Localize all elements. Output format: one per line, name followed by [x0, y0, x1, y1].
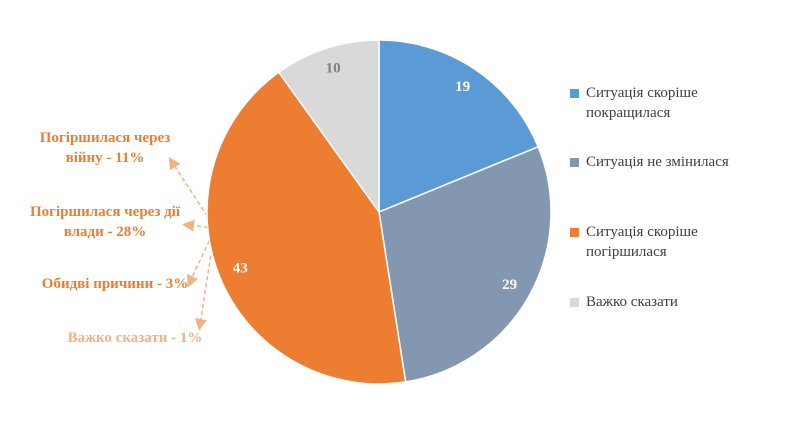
annotation: Погіршилася через війну - 11% — [39, 130, 171, 166]
data-label: 43 — [233, 260, 248, 276]
annotation: Обидві причини - 3% — [41, 276, 189, 292]
legend-swatch — [570, 228, 579, 237]
data-label: 19 — [455, 79, 470, 95]
data-label: 10 — [326, 61, 341, 77]
annotation: Погіршилася через дії влади - 28% — [29, 204, 181, 240]
pie-slice — [378, 39, 540, 214]
legend-label: Важко сказати — [586, 294, 678, 310]
legend-entry: Ситуація не змінилася — [570, 152, 776, 172]
pie-slice — [277, 39, 380, 215]
legend-label: Ситуація не змінилася — [586, 154, 729, 170]
legend-entry: Ситуація скоріше погіршилася — [570, 222, 776, 262]
data-label: 29 — [502, 277, 517, 293]
pie-slice — [378, 145, 552, 383]
annotation: Важко сказати - 1% — [67, 330, 203, 346]
legend-label: Ситуація скоріше покращилася — [586, 85, 698, 121]
legend-entry: Ситуація скоріше покращилася — [570, 83, 776, 123]
legend-swatch — [570, 298, 579, 307]
legend-entry: Важко сказати — [570, 292, 776, 312]
legend-label: Ситуація скоріше погіршилася — [586, 224, 698, 260]
legend-swatch — [570, 89, 579, 98]
legend-swatch — [570, 158, 579, 167]
pie-slice — [206, 71, 407, 385]
